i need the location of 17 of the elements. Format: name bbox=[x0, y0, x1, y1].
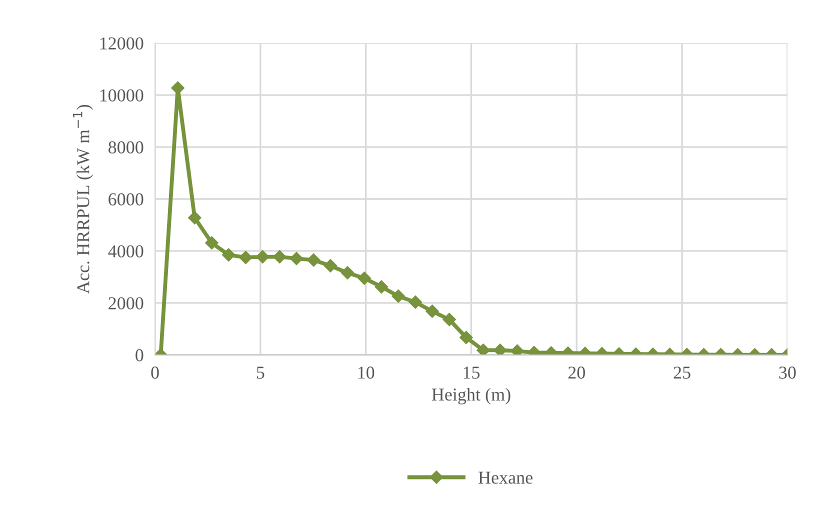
y-tick-label: 6000 bbox=[108, 193, 144, 206]
x-tick-label: 15 bbox=[464, 366, 480, 379]
y-tick-label: 8000 bbox=[108, 141, 144, 154]
x-tick-label: 0 bbox=[151, 366, 159, 379]
y-tick-label: 4000 bbox=[108, 245, 144, 258]
x-tick-label: 20 bbox=[568, 366, 585, 379]
y-tick-label: 2000 bbox=[108, 297, 144, 310]
x-tick-label: 30 bbox=[779, 366, 796, 379]
x-axis-title: Height (m) bbox=[432, 388, 510, 404]
legend-label: Hexane bbox=[478, 472, 532, 484]
x-tick-label: 10 bbox=[358, 366, 374, 379]
y-axis-title: Acc. HRRPUL (kW m$^{−1}$) bbox=[73, 104, 93, 294]
y-tick-label: 0 bbox=[136, 349, 144, 362]
x-tick-label: 25 bbox=[674, 366, 690, 379]
y-tick-label: 10000 bbox=[100, 89, 144, 102]
y-tick-label: 12000 bbox=[100, 37, 144, 50]
x-tick-label: 5 bbox=[256, 366, 264, 379]
